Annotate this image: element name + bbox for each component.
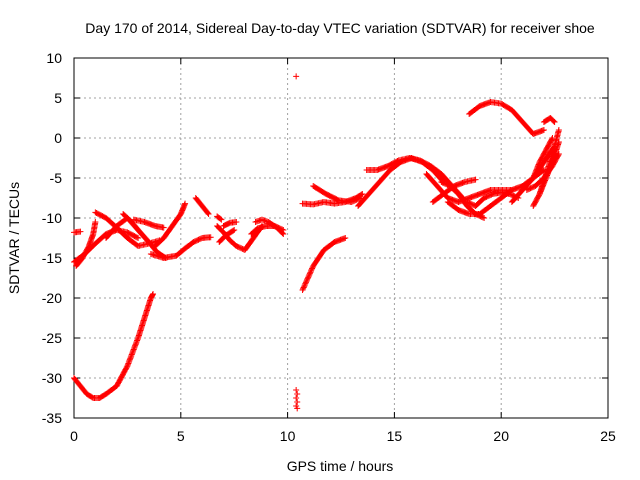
series-arc-18 [299,235,349,293]
series-arc-10 [192,195,212,217]
data-point-markers [220,219,240,229]
data-point-markers [71,291,157,401]
data-point-markers [252,216,287,237]
series-arc-27 [464,189,522,209]
data-point-markers [523,151,562,193]
data-series [71,73,562,412]
x-axis-label: GPS time / hours [287,458,394,474]
series-arc-33 [540,115,558,125]
x-tick-label: 0 [70,428,78,444]
chart-title: Day 170 of 2014, Sidereal Day-to-day VTE… [85,20,595,36]
data-point-markers [103,215,152,245]
data-point-markers [147,234,214,261]
y-tick-label: -15 [42,250,62,266]
data-point-markers [293,387,301,412]
series-outlier-bottom [293,387,301,412]
axis-ticks: 0 5 10 15 20 25 10 5 0 -5 -10 -15 -20 -25 -30 -35 [42,50,616,444]
y-tick-label: 10 [46,50,62,66]
series-arc-13 [216,227,238,245]
data-point-markers [464,189,522,209]
series-arc-3 [73,219,99,269]
y-tick-label: 0 [54,130,62,146]
y-axis-label: SDTVAR / TECUs [6,182,22,294]
series-arc-28 [466,99,547,137]
series-arc-26 [438,179,488,221]
series-arc-20 [310,183,364,205]
y-tick-label: -20 [42,290,62,306]
y-tick-label: -5 [50,170,63,186]
grid [74,58,608,418]
y-tick-label: -35 [42,410,62,426]
series-arc-34 [523,151,562,193]
series-arc-17 [71,291,157,401]
plot-frame [73,57,609,419]
data-point-markers [540,115,558,125]
series-arc-2 [71,228,84,236]
series-arc-6 [103,215,152,245]
y-tick-label: -25 [42,330,62,346]
x-tick-label: 10 [280,428,296,444]
series-arc-14 [220,219,240,229]
y-tick-label: -10 [42,210,62,226]
series-arc-7 [130,216,167,231]
data-point-markers [438,179,488,221]
x-tick-label: 5 [177,428,185,444]
series-arc-11 [214,213,225,223]
series-arc-8 [147,234,214,261]
series-outlier-top [293,73,300,80]
x-tick-label: 20 [493,428,509,444]
data-point-markers [310,183,364,205]
data-point-markers [530,135,556,181]
data-point-markers [214,213,225,223]
data-point-markers [130,216,167,231]
series-arc-9 [152,200,189,249]
series-arc-32 [530,135,556,181]
y-tick-label: -30 [42,370,62,386]
data-point-markers [216,227,238,245]
x-tick-label: 15 [387,428,403,444]
data-point-markers [293,73,300,80]
data-point-markers [466,99,547,137]
data-point-markers [71,228,84,236]
data-point-markers [152,200,189,249]
series-arc-16 [252,216,287,237]
data-point-markers [192,195,212,217]
data-point-markers [299,235,349,293]
x-tick-label: 25 [600,428,616,444]
data-point-markers [73,219,99,269]
y-tick-label: 5 [54,90,62,106]
